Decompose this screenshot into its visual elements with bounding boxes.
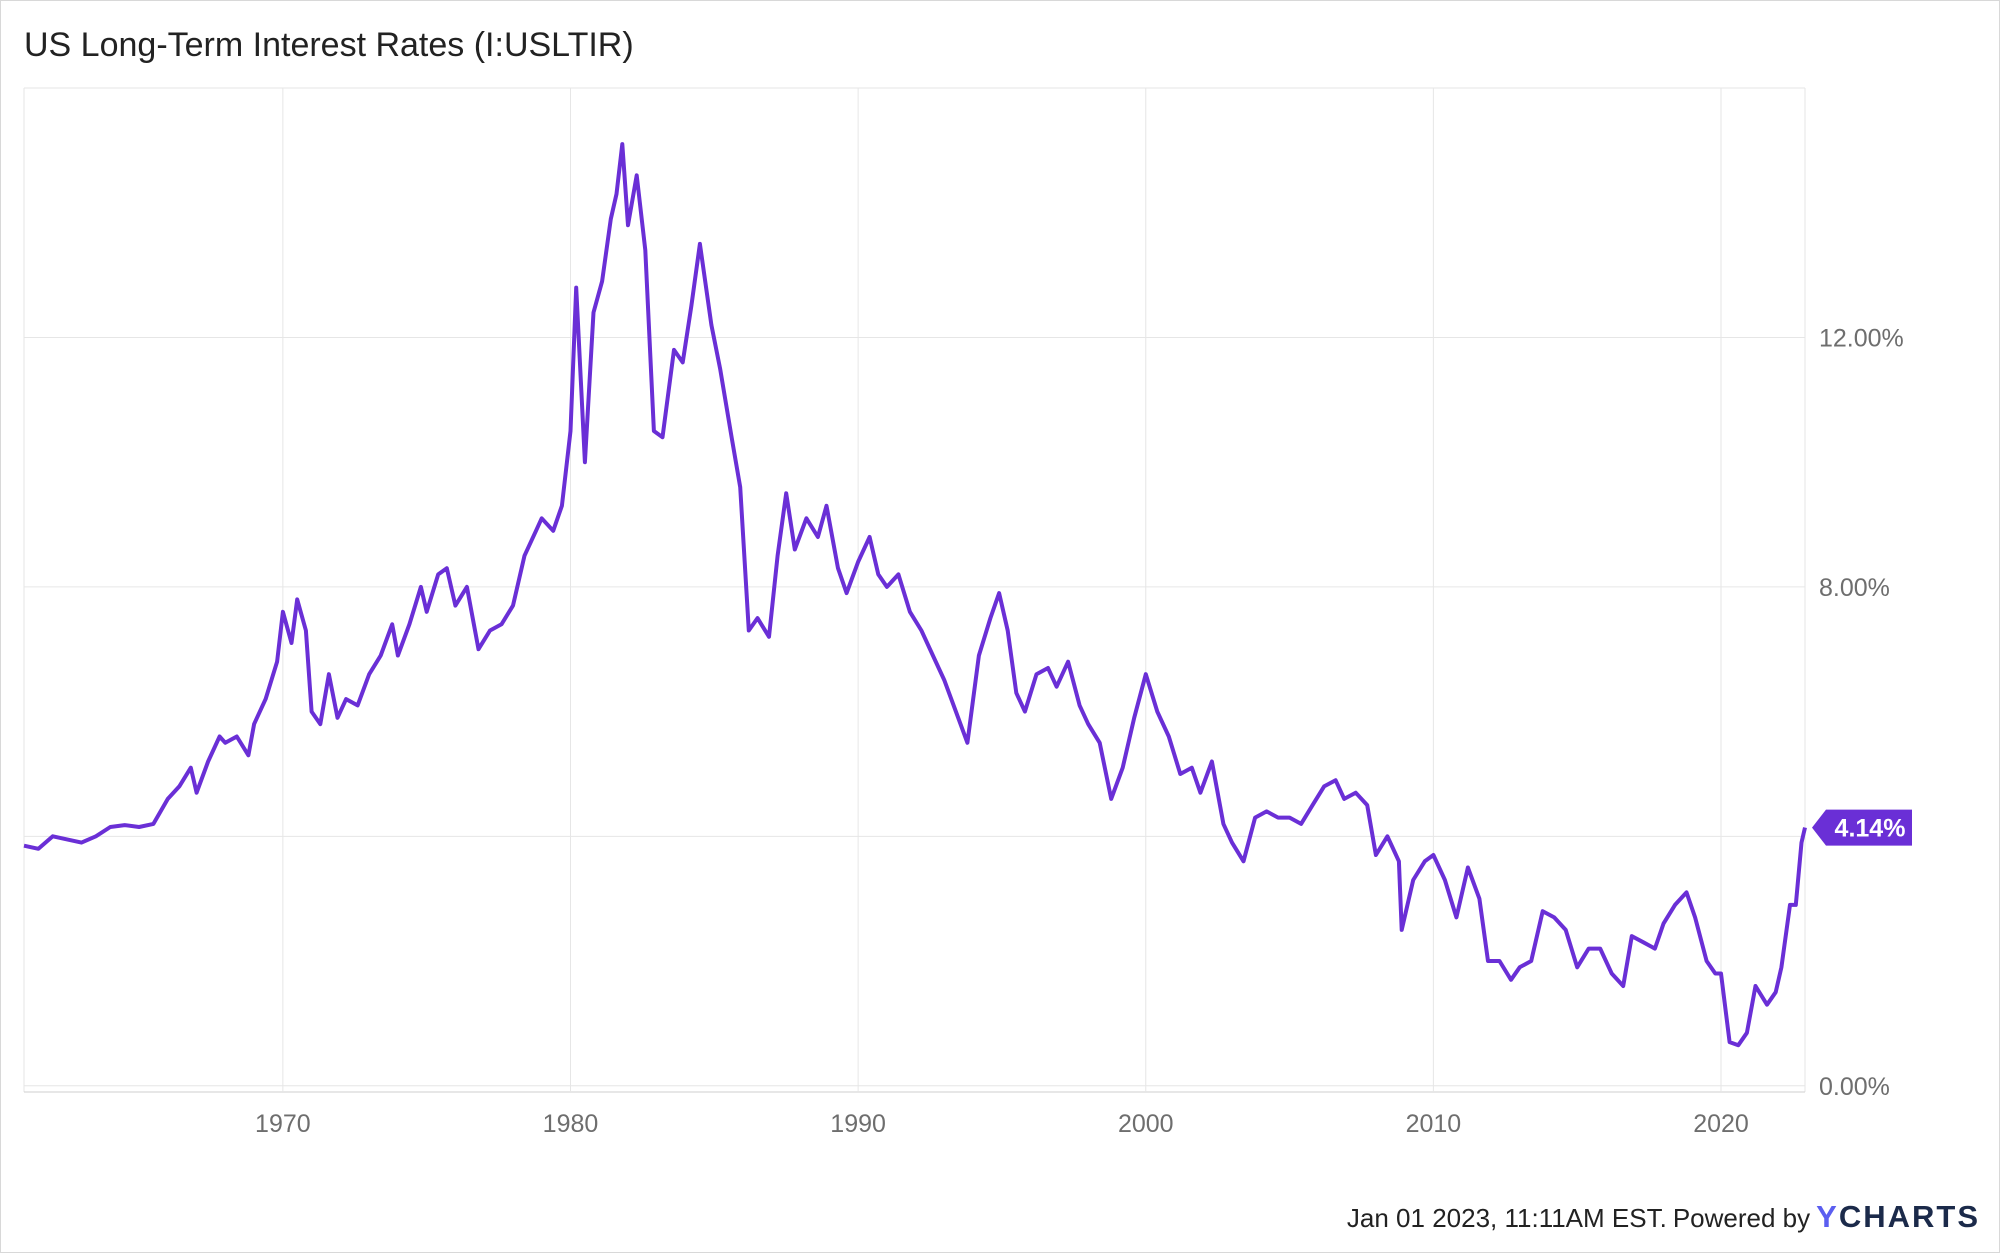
x-tick-label: 1980 (543, 1110, 599, 1138)
grid (23, 87, 1806, 1093)
last-value-badge-shape (1812, 809, 1912, 846)
y-tick-label: 0.00% (1819, 1073, 1890, 1101)
x-tick-label: 2010 (1406, 1110, 1462, 1138)
x-tick-label: 1970 (255, 1110, 311, 1138)
chart-title: US Long-Term Interest Rates (I:USLTIR) (24, 26, 634, 64)
x-tick-label: 1990 (830, 1110, 886, 1138)
footer: Jan 01 2023, 11:11AM EST. Powered by YCH… (1347, 1199, 1980, 1235)
y-axis: 0.00% 8.00% 12.00% (1819, 324, 1904, 1100)
powered-by: Powered by (1672, 1203, 1811, 1233)
last-value-label: 4.14% (1835, 815, 1906, 843)
x-tick-label: 2020 (1693, 1110, 1749, 1138)
last-value-badge: 4.14% (1812, 809, 1912, 846)
y-tick-label: 8.00% (1819, 574, 1890, 602)
x-axis: 1970 1980 1990 2000 2010 2020 (255, 1110, 1749, 1138)
series-line (23, 142, 1807, 1048)
x-tick-label: 2000 (1118, 1110, 1174, 1138)
timestamp: Jan 01 2023, 11:11AM EST. (1346, 1203, 1667, 1233)
y-tick-label: 12.00% (1819, 324, 1904, 352)
ycharts-logo[interactable]: YCHARTS (1816, 1199, 1980, 1234)
